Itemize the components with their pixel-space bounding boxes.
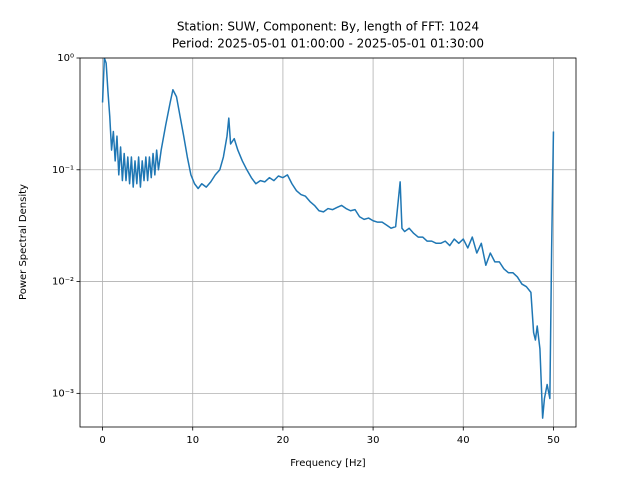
x-tick-label: 40 (457, 435, 470, 446)
y-axis-label: Power Spectral Density (18, 184, 29, 300)
data-line (101, 58, 555, 419)
y-tick-label: 10⁻¹ (52, 165, 74, 176)
plot-frame (79, 57, 577, 428)
x-axis-label: Frequency [Hz] (290, 458, 366, 469)
y-tick-label: 10⁻³ (52, 388, 74, 399)
x-tick-label: 0 (99, 435, 105, 446)
chart-title: Station: SUW, Component: By, length of F… (177, 20, 479, 34)
y-tick-label: 10⁻² (52, 277, 74, 288)
x-tick-label: 10 (186, 435, 199, 446)
x-tick-label: 50 (547, 435, 560, 446)
y-tick-label: 10⁰ (57, 53, 74, 64)
x-tick-label: 20 (277, 435, 290, 446)
x-tick-label: 30 (367, 435, 380, 446)
chart-title: Period: 2025-05-01 01:00:00 - 2025-05-01… (172, 37, 484, 51)
